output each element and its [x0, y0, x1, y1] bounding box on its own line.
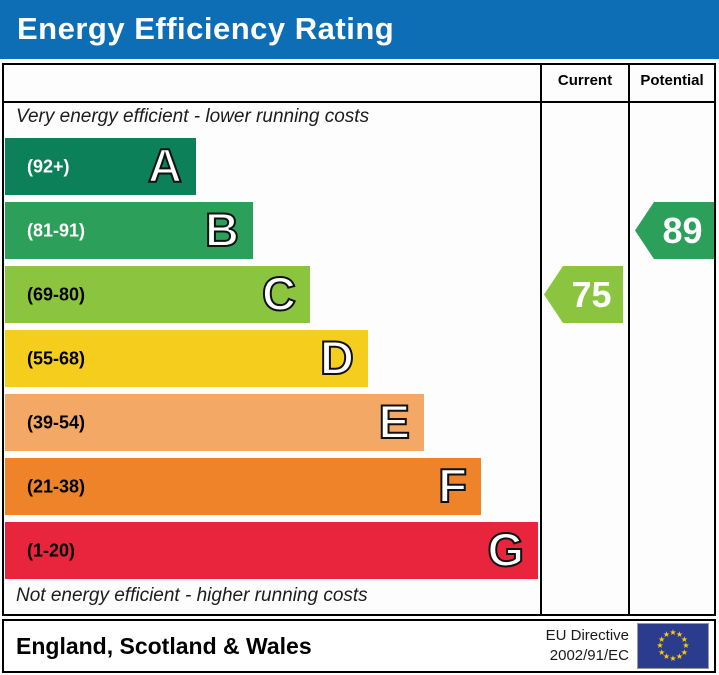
eu-flag-star-icon: ★ — [680, 647, 688, 657]
eu-flag-star-icon: ★ — [669, 654, 677, 663]
page-title: Energy Efficiency Rating — [17, 11, 395, 46]
potential-column-divider — [628, 65, 630, 614]
band-row-a: (92+) A — [5, 138, 196, 195]
band-letter: C — [261, 266, 297, 321]
eu-flag-star-icon: ★ — [675, 652, 684, 662]
band-range-label: (21-38) — [27, 476, 86, 496]
eu-flag-star-icon: ★ — [656, 641, 664, 650]
band-range-label: (69-80) — [27, 284, 86, 304]
top-note: Very energy efficient - lower running co… — [16, 106, 370, 127]
potential-rating-arrow: 89 — [635, 202, 714, 259]
eu-flag-star-icon: ★ — [680, 634, 688, 644]
eu-flag-star-icon: ★ — [662, 629, 671, 639]
eu-flag-star-icon: ★ — [658, 647, 666, 657]
band-letter: B — [204, 202, 240, 257]
band-row-e: (39-54) E — [5, 394, 424, 451]
header-row-divider — [4, 101, 714, 103]
band-row-g: (1-20) G — [5, 522, 538, 579]
band-letter: F — [437, 458, 468, 513]
eu-flag-star-icon: ★ — [658, 634, 666, 644]
eu-directive-label: EU Directive 2002/91/EC — [546, 626, 629, 667]
potential-column-header: Potential — [640, 72, 704, 89]
band-letter: D — [319, 330, 355, 385]
region-label: England, Scotland & Wales — [16, 632, 312, 659]
band-row-b: (81-91) B — [5, 202, 253, 259]
eu-directive-line1: EU Directive — [545, 626, 629, 644]
eu-flag-star-icon: ★ — [682, 641, 690, 650]
band-range-label: (92+) — [27, 156, 70, 176]
title-bar: Energy Efficiency Rating — [0, 0, 719, 59]
eu-flag-star-icon: ★ — [669, 628, 677, 637]
band-row-f: (21-38) F — [5, 458, 481, 515]
eu-flag-star-icon: ★ — [662, 652, 671, 662]
current-rating-value: 75 — [571, 274, 612, 315]
band-range-label: (39-54) — [27, 412, 86, 432]
eu-flag-icon: ★ ★ ★ ★ ★ ★ ★ ★ ★ ★ ★ ★ — [638, 624, 708, 668]
band-letter: A — [147, 138, 183, 193]
potential-rating-value: 89 — [662, 210, 703, 251]
band-range-label: (81-91) — [27, 220, 86, 240]
current-rating-arrow: 75 — [544, 266, 623, 323]
bottom-note: Not energy efficient - higher running co… — [16, 585, 368, 606]
current-column-header: Current — [557, 72, 613, 89]
band-letter: G — [486, 522, 525, 577]
current-column-divider — [540, 65, 542, 614]
footer-bar: England, Scotland & Wales EU Directive 2… — [2, 619, 716, 673]
band-range-label: (1-20) — [27, 540, 76, 560]
band-letter: E — [378, 394, 411, 449]
eu-flag-star-icon: ★ — [675, 629, 684, 639]
band-row-d: (55-68) D — [5, 330, 368, 387]
band-row-c: (69-80) C — [5, 266, 310, 323]
band-range-label: (55-68) — [27, 348, 86, 368]
eu-directive-line2: 2002/91/EC — [549, 647, 629, 664]
